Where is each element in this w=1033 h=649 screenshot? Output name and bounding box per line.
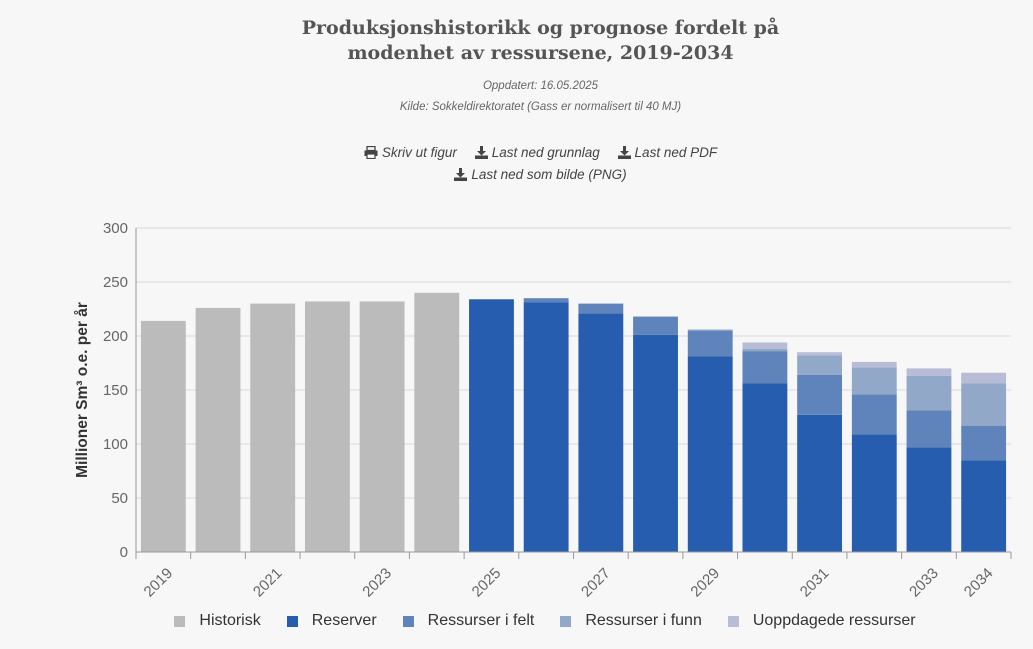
bar-segment-reserver[interactable] — [633, 334, 678, 552]
download-data-button[interactable]: Last ned grunnlag — [474, 145, 600, 160]
chart-title: Produksjonshistorikk og prognose fordelt… — [0, 16, 1033, 66]
bar-segment-ressurser-i-felt[interactable] — [851, 394, 897, 435]
bar-segment-historisk[interactable] — [304, 301, 350, 552]
legend-label: Uoppdagede ressurser — [752, 612, 916, 629]
chart-title-line-2: modenhet av ressursene, 2019-2034 — [347, 42, 734, 64]
bar-segment-reserver[interactable] — [906, 447, 952, 552]
legend-swatch — [174, 615, 186, 627]
bar-segment-ressurser-i-felt[interactable] — [633, 316, 678, 335]
x-tick-label: 2033 — [906, 565, 942, 600]
export-actions-row-1: Skriv ut figur Last ned grunnlag Last ne… — [0, 145, 1033, 162]
bar-segment-reserver[interactable] — [578, 313, 624, 552]
bar-segment-ressurser-i-felt[interactable] — [523, 298, 569, 303]
legend-swatch — [727, 615, 739, 627]
bar-segment-ressurser-i-funn[interactable] — [742, 348, 788, 352]
legend-label: Ressurser i felt — [427, 612, 535, 629]
legend-swatch — [560, 615, 572, 627]
x-tick-label: 2029 — [687, 565, 723, 600]
legend-item[interactable]: Ressurser i felt — [402, 612, 535, 630]
x-tick-label: 2034 — [961, 565, 997, 600]
bar-segment-reserver[interactable] — [797, 414, 843, 552]
bar-segment-uoppdagede-ressurser[interactable] — [797, 352, 843, 356]
y-tick-label: 300 — [103, 220, 128, 237]
download-icon — [474, 146, 488, 159]
x-tick-label: 2027 — [578, 565, 614, 600]
download-icon — [617, 146, 631, 159]
bar-segment-ressurser-i-felt[interactable] — [742, 351, 788, 384]
bar-segment-reserver[interactable] — [742, 383, 788, 552]
updated-date: Oppdatert: 16.05.2025 — [482, 80, 599, 92]
chart-title-line-1: Produksjonshistorikk og prognose fordelt… — [301, 17, 780, 39]
legend-item[interactable]: Uoppdagede ressurser — [727, 612, 916, 630]
bar-segment-historisk[interactable] — [140, 320, 186, 552]
legend-swatch — [402, 615, 414, 627]
print-figure-label: Skriv ut figur — [381, 145, 457, 160]
download-icon — [454, 168, 468, 181]
x-tick-label: 2025 — [469, 565, 505, 600]
bar-segment-ressurser-i-funn[interactable] — [851, 367, 897, 395]
source-note: Kilde: Sokkeldirektoratet (Gass er norma… — [399, 101, 682, 113]
legend-item[interactable]: Reserver — [286, 612, 377, 630]
y-tick-label: 0 — [120, 544, 128, 561]
bar-segment-ressurser-i-felt[interactable] — [687, 330, 733, 357]
bar-segment-historisk[interactable] — [359, 301, 405, 552]
y-axis-label: Millioner Sm³ o.e. per år — [74, 302, 91, 478]
bar-segment-historisk[interactable] — [195, 307, 241, 552]
legend-label: Historisk — [199, 612, 261, 629]
export-actions-row-2: Last ned som bilde (PNG) — [0, 167, 1033, 184]
legend-label: Reserver — [311, 612, 377, 629]
x-axis-ticks: 2019 2021 2023 2025 2027 2029 2031 2033 2034 — [135, 552, 1012, 600]
bar-segment-ressurser-i-felt[interactable] — [961, 425, 1007, 461]
bar-segment-ressurser-i-felt[interactable] — [797, 374, 843, 415]
y-tick-label: 100 — [103, 436, 128, 453]
bar-segment-uoppdagede-ressurser[interactable] — [851, 361, 897, 368]
bar-segment-reserver[interactable] — [469, 299, 514, 552]
bar-segment-reserver[interactable] — [687, 356, 733, 552]
bar-segment-uoppdagede-ressurser[interactable] — [961, 372, 1007, 384]
bar-segment-uoppdagede-ressurser[interactable] — [906, 368, 952, 376]
y-axis-ticks: 0 50 100 150 200 250 300 — [103, 220, 128, 561]
x-tick-label: 2031 — [797, 565, 833, 600]
bar-segment-ressurser-i-funn[interactable] — [687, 329, 733, 331]
print-figure-button[interactable]: Skriv ut figur — [364, 145, 457, 160]
legend: Historisk Reserver Ressurser i felt Ressurs… — [0, 612, 1033, 630]
bar-segment-uoppdagede-ressurser[interactable] — [742, 342, 788, 349]
bar-segment-historisk[interactable] — [250, 303, 296, 552]
legend-label: Ressurser i funn — [585, 612, 702, 629]
x-tick-label: 2023 — [359, 565, 395, 600]
y-tick-label: 200 — [103, 328, 128, 345]
bars — [140, 292, 1007, 552]
y-tick-label: 50 — [111, 490, 128, 507]
legend-item[interactable]: Historisk — [174, 612, 261, 630]
y-tick-label: 150 — [103, 382, 128, 399]
download-png-label: Last ned som bilde (PNG) — [471, 167, 627, 182]
bar-segment-ressurser-i-funn[interactable] — [797, 355, 843, 375]
x-tick-label: 2019 — [141, 565, 177, 600]
bar-segment-ressurser-i-felt[interactable] — [578, 303, 624, 314]
legend-swatch — [286, 615, 298, 627]
y-tick-label: 250 — [103, 274, 128, 291]
download-data-label: Last ned grunnlag — [491, 145, 600, 160]
bar-segment-ressurser-i-funn[interactable] — [906, 375, 952, 411]
bar-segment-reserver[interactable] — [851, 434, 897, 552]
bar-segment-reserver[interactable] — [961, 460, 1007, 552]
download-png-button[interactable]: Last ned som bilde (PNG) — [454, 167, 627, 182]
bar-segment-reserver[interactable] — [523, 302, 569, 552]
download-pdf-label: Last ned PDF — [634, 145, 718, 160]
print-icon — [364, 146, 378, 159]
bar-segment-historisk[interactable] — [414, 292, 460, 552]
x-tick-label: 2021 — [250, 565, 286, 600]
download-pdf-button[interactable]: Last ned PDF — [617, 145, 718, 160]
bar-segment-ressurser-i-funn[interactable] — [961, 383, 1007, 426]
bar-segment-ressurser-i-felt[interactable] — [906, 410, 952, 448]
legend-item[interactable]: Ressurser i funn — [560, 612, 702, 630]
